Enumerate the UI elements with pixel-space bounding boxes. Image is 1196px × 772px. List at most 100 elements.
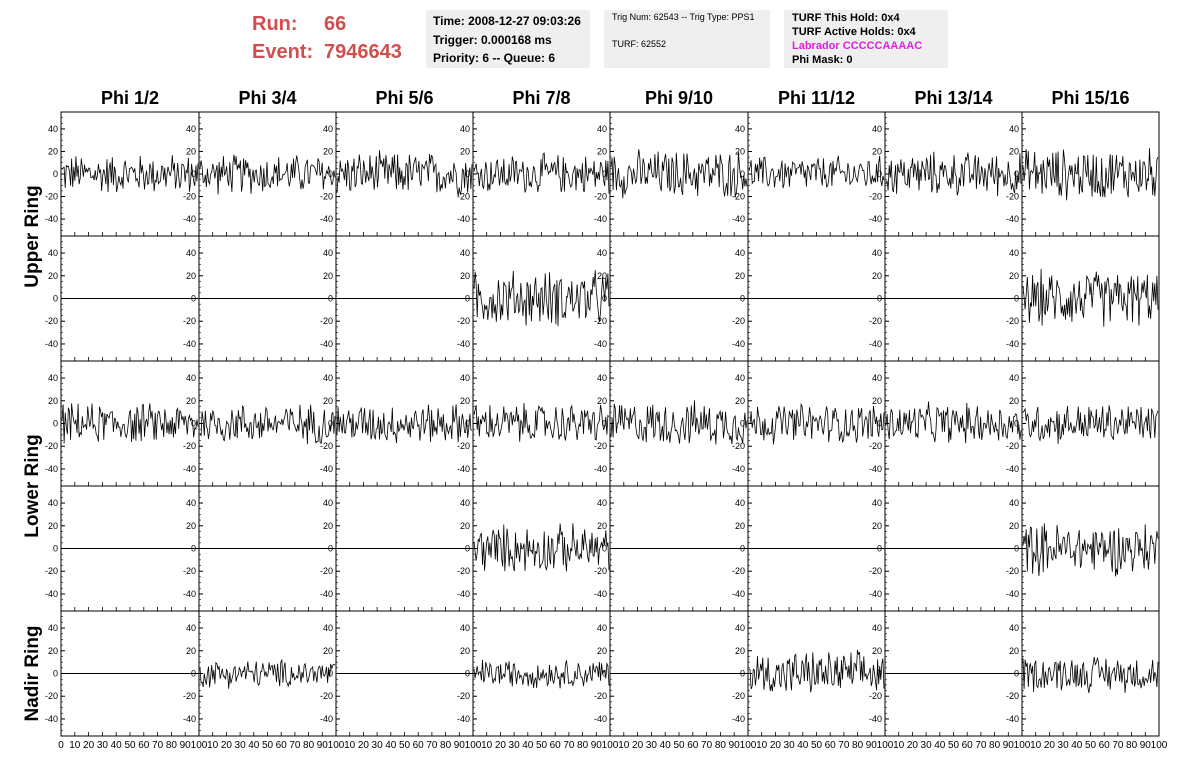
- waveform-panel: [609, 111, 749, 237]
- x-tick-label: 20: [907, 740, 919, 751]
- y-tick-label: 0: [191, 669, 196, 679]
- y-tick-label: -20: [594, 566, 607, 576]
- y-tick-label: -40: [594, 589, 607, 599]
- y-tick-label: 20: [186, 396, 196, 406]
- y-tick-label: 0: [877, 419, 882, 429]
- y-tick-label: -20: [45, 192, 58, 202]
- y-tick-label: -40: [732, 589, 745, 599]
- x-tick-label: 50: [811, 740, 823, 751]
- y-tick-label: 40: [48, 248, 58, 258]
- y-tick-label: -20: [869, 316, 882, 326]
- x-tick-label: 90: [180, 740, 192, 751]
- y-tick-label: -20: [45, 316, 58, 326]
- waveform-panel: [472, 610, 611, 737]
- trigger-info-box: Trig Num: 62543 -- Trig Type: PPS1 TURF:…: [604, 10, 770, 68]
- x-tick-label: 50: [536, 740, 548, 751]
- x-tick-label: 20: [495, 740, 507, 751]
- waveform-trace: [1022, 523, 1159, 577]
- y-tick-label: -40: [183, 464, 196, 474]
- y-tick-label: -40: [732, 714, 745, 724]
- trigger-text: Trigger: 0.000168 ms: [433, 32, 552, 47]
- y-tick-label: 0: [53, 669, 58, 679]
- waveform-trace: [473, 270, 610, 327]
- y-tick-label: 40: [323, 623, 333, 633]
- y-tick-label: -40: [320, 589, 333, 599]
- x-tick-label: 30: [372, 740, 384, 751]
- y-tick-label: -40: [594, 214, 607, 224]
- waveform-panel: [60, 111, 200, 237]
- y-tick-label: 0: [877, 669, 882, 679]
- y-tick-label: 20: [186, 271, 196, 281]
- y-tick-label: 0: [328, 169, 333, 179]
- x-tick-label: 60: [138, 740, 150, 751]
- y-tick-label: 40: [186, 498, 196, 508]
- y-tick-label: 20: [872, 271, 882, 281]
- waveform-panel: [60, 610, 200, 737]
- y-tick-label: 40: [597, 623, 607, 633]
- y-tick-label: 20: [872, 646, 882, 656]
- waveform-panel: [884, 610, 1023, 737]
- x-tick-label: 100: [602, 740, 619, 751]
- waveform-trace: [473, 402, 610, 442]
- y-tick-label: 20: [460, 146, 470, 156]
- y-tick-label: -40: [183, 589, 196, 599]
- y-tick-label: 20: [872, 396, 882, 406]
- y-tick-label: 40: [872, 248, 882, 258]
- run-value: 66: [324, 13, 347, 35]
- y-tick-label: -20: [732, 192, 745, 202]
- x-tick-label: 50: [1085, 740, 1097, 751]
- waveform-panel: [335, 235, 474, 362]
- y-tick-label: -20: [1006, 192, 1019, 202]
- waveform-panel: [884, 485, 1023, 612]
- y-tick-label: -20: [320, 441, 333, 451]
- priority-text: Priority: 6 -- Queue: 6: [433, 51, 556, 65]
- y-tick-label: 0: [1014, 294, 1019, 304]
- y-tick-label: 0: [328, 544, 333, 554]
- waveform-panel: [335, 485, 474, 612]
- y-tick-label: 40: [735, 373, 745, 383]
- run-label: Run:: [252, 13, 298, 35]
- y-tick-label: 40: [735, 623, 745, 633]
- y-tick-label: 40: [597, 248, 607, 258]
- y-tick-label: 0: [1014, 169, 1019, 179]
- x-tick-label: 10: [69, 740, 81, 751]
- x-tick-label: 60: [276, 740, 288, 751]
- y-tick-label: 0: [53, 294, 58, 304]
- y-tick-label: -20: [594, 691, 607, 701]
- y-tick-label: 20: [597, 521, 607, 531]
- y-tick-label: 40: [48, 623, 58, 633]
- y-tick-label: 20: [48, 146, 58, 156]
- ring-label: Lower Ring: [22, 434, 43, 537]
- waveform-panel: [335, 111, 474, 237]
- waveform-panel: [60, 235, 200, 362]
- y-tick-label: -20: [457, 192, 470, 202]
- x-tick-label: 100: [1014, 740, 1031, 751]
- x-tick-label: 90: [454, 740, 466, 751]
- y-tick-label: -40: [45, 589, 58, 599]
- y-tick-label: -40: [732, 339, 745, 349]
- y-tick-label: 40: [1009, 623, 1019, 633]
- turf-num-text: TURF: 62552: [612, 39, 667, 49]
- waveform-trace: [336, 150, 473, 197]
- x-tick-label: 80: [852, 740, 864, 751]
- waveform-panel: [472, 485, 611, 612]
- y-tick-label: 0: [53, 419, 58, 429]
- y-tick-label: 20: [1009, 396, 1019, 406]
- y-tick-label: 40: [186, 248, 196, 258]
- x-tick-label: 60: [550, 740, 562, 751]
- waveform-panel: [1021, 485, 1160, 612]
- y-tick-label: 40: [186, 124, 196, 134]
- x-tick-label: 40: [1071, 740, 1083, 751]
- turf-info-box: TURF This Hold: 0x4 TURF Active Holds: 0…: [784, 10, 948, 68]
- y-tick-label: 40: [460, 248, 470, 258]
- waveform-panel: [472, 360, 611, 487]
- y-tick-label: -40: [457, 464, 470, 474]
- y-tick-label: 20: [186, 146, 196, 156]
- x-tick-label: 30: [784, 740, 796, 751]
- x-tick-label: 60: [825, 740, 837, 751]
- y-tick-label: 20: [735, 521, 745, 531]
- y-tick-label: -20: [45, 441, 58, 451]
- x-tick-label: 80: [303, 740, 315, 751]
- y-tick-label: 40: [597, 498, 607, 508]
